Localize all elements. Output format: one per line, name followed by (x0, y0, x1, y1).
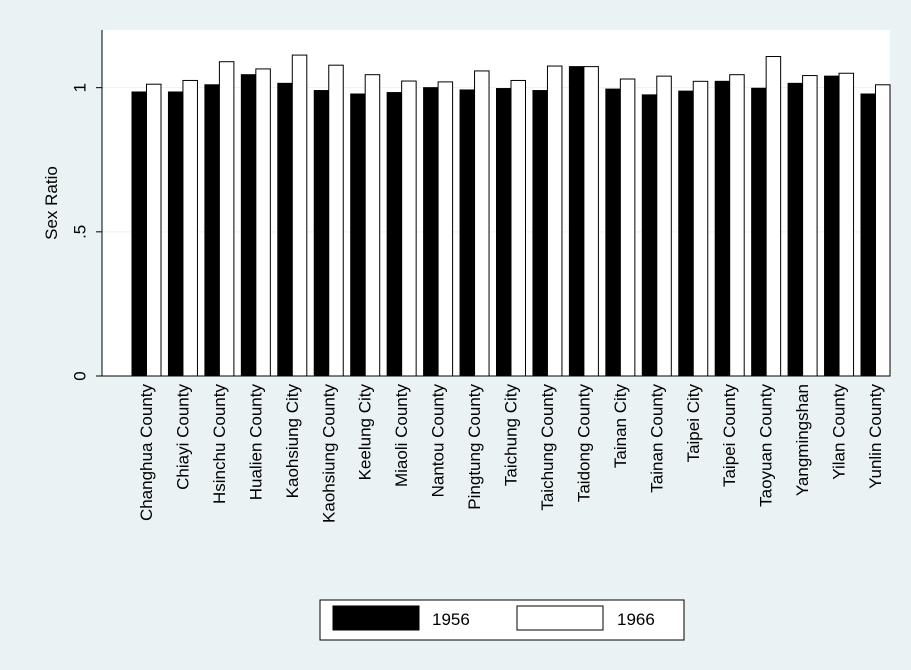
x-tick-label: Taoyuan County (757, 384, 776, 507)
bar-1956-hsinchu-county (204, 84, 220, 377)
x-tick-label: Miaoli County (392, 384, 411, 487)
bar-1966-hsinchu-county (218, 61, 235, 377)
bar-1956-taichung-county (532, 90, 548, 377)
bar-1956-taoyuan-county (751, 87, 767, 377)
bar-1966-nantou-county (437, 81, 454, 377)
x-tick-label: Changhua County (137, 384, 156, 522)
bar-1966-taichung-county (546, 65, 563, 377)
bar-1966-tainan-city (619, 78, 636, 377)
y-tick-label: 1 (71, 83, 90, 92)
x-tick-label: Taichung City (502, 384, 521, 487)
bar-1966-pingtung-county (474, 70, 490, 377)
bar-1966-kaohsiung-city (291, 54, 308, 377)
legend: 1956 1966 (319, 599, 685, 641)
bar-1966-taichung-city (510, 79, 526, 377)
legend-label-1956: 1956 (432, 610, 470, 629)
y-ticks: 0.51 (71, 83, 102, 381)
legend-swatch-1956 (332, 605, 420, 631)
bar-1966-miaoli-county (401, 80, 417, 377)
bar-1956-taichung-city (496, 88, 512, 377)
bar-1966-chiayi-county (182, 79, 198, 377)
bar-1956-kaohsiung-city (277, 82, 293, 377)
x-tick-label: Pingtung County (465, 384, 484, 510)
bar-1966-yilan-county (838, 72, 855, 377)
x-tick-label: Nantou County (429, 384, 448, 498)
x-tick-label: Taipei City (684, 384, 703, 463)
x-tick-label: Taidong County (574, 384, 593, 503)
x-tick-label: Taichung County (538, 384, 557, 511)
bar-1956-taipei-county (714, 80, 731, 377)
bars (131, 54, 891, 377)
x-tick-label: Yunlin County (866, 384, 885, 489)
bar-1966-taoyuan-county (765, 56, 782, 377)
y-tick-label: 0 (71, 371, 90, 380)
legend-label-1966: 1966 (617, 610, 655, 629)
bar-1956-miaoli-county (386, 92, 403, 377)
bar-1966-keelung-city (364, 74, 381, 377)
bar-1966-taipei-county (729, 74, 745, 377)
bar-1966-changhua-county (146, 83, 162, 377)
y-tick-label: .5 (71, 225, 90, 239)
bar-1956-yilan-county (824, 75, 840, 377)
bar-1956-taidong-county (568, 66, 585, 377)
x-tick-labels: Changhua County Chiayi County Hsinchu Coun… (137, 384, 885, 523)
x-tick-label: Hsinchu County (210, 384, 229, 505)
bar-1956-yangmingshan (787, 82, 804, 377)
bar-1956-hualien-county (240, 74, 257, 377)
bar-1956-tainan-city (605, 88, 621, 377)
x-tick-label: Tainan City (611, 384, 630, 469)
x-tick-label: Hualien County (246, 384, 265, 501)
bar-1956-keelung-city (350, 93, 366, 377)
bar-1956-kaohsiung-county (313, 90, 330, 377)
bar-1966-taipei-city (692, 80, 709, 377)
x-tick-label: Keelung City (356, 384, 375, 481)
x-tick-label: Yangmingshan (793, 384, 812, 496)
bar-1956-changhua-county (131, 91, 147, 377)
x-tick-label: Tainan County (647, 384, 666, 493)
bar-1956-taipei-city (678, 90, 694, 377)
y-axis-title: Sex Ratio (42, 166, 61, 240)
x-tick-label: Taipei County (720, 384, 739, 488)
x-tick-label: Kaohsiung City (283, 384, 302, 499)
bar-1966-kaohsiung-county (328, 64, 344, 377)
x-tick-label: Chiayi County (173, 384, 192, 490)
bar-1956-yunlin-county (860, 93, 876, 377)
bar-1956-chiayi-county (167, 91, 184, 377)
bar-1966-hualien-county (255, 68, 271, 377)
x-tick-label: Yilan County (830, 384, 849, 480)
legend-swatch-1966 (516, 605, 604, 631)
bar-1956-tainan-county (641, 94, 658, 377)
bar-1966-yangmingshan (802, 75, 818, 377)
bar-1966-yunlin-county (875, 84, 891, 377)
bar-1966-tainan-county (656, 75, 672, 377)
bar-1956-pingtung-county (459, 89, 476, 377)
bar-1966-taidong-county (583, 66, 599, 377)
bar-1956-nantou-county (423, 87, 439, 377)
x-tick-label: Kaohsiung County (319, 384, 338, 523)
